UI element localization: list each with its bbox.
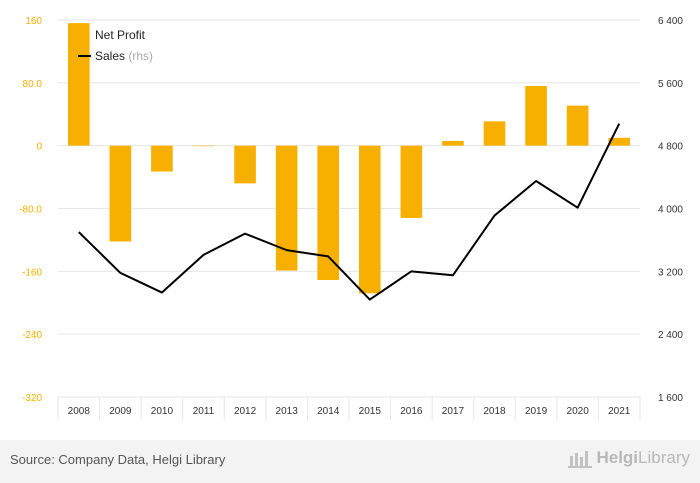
x-tick-label: 2021 — [608, 406, 631, 417]
right-tick-label: 3 200 — [658, 267, 683, 278]
bar — [566, 105, 589, 146]
x-tick-label: 2020 — [567, 406, 590, 417]
bar — [483, 121, 506, 146]
legend-label: Sales (rhs) — [95, 49, 153, 63]
left-tick-label: 160 — [25, 16, 42, 27]
bar — [608, 137, 631, 146]
line-series — [78, 123, 621, 301]
x-tick-label: 2018 — [483, 406, 506, 417]
x-tick-label: 2008 — [68, 406, 91, 417]
x-tick-label: 2016 — [400, 406, 423, 417]
right-tick-label: 2 400 — [658, 330, 683, 341]
bar — [151, 145, 173, 172]
bar — [109, 145, 132, 242]
legend-label: Net Profit — [95, 28, 146, 42]
left-tick-label: -160 — [22, 267, 42, 278]
bar — [317, 145, 340, 280]
x-tick-label: 2012 — [234, 406, 257, 417]
x-tick-label: 2015 — [359, 406, 382, 417]
x-tick-label: 2011 — [193, 406, 215, 417]
x-tick-label: 2010 — [151, 406, 174, 417]
bar — [400, 145, 423, 218]
x-tick-label: 2014 — [317, 406, 340, 417]
legend-swatch-bar — [80, 30, 89, 39]
sales-line — [78, 123, 621, 301]
x-tick-label: 2017 — [442, 406, 465, 417]
right-tick-label: 4 800 — [658, 142, 683, 153]
bar — [525, 85, 547, 146]
combo-chart: 160 6 400 80.0 5 600 0 4 800 -80.0 4 000 -160 3 2… — [19, 16, 683, 420]
left-tick-label: 0 — [36, 142, 42, 153]
right-tick-label: 5 600 — [658, 79, 683, 90]
library-icon — [568, 451, 593, 468]
bar — [192, 145, 215, 147]
bar — [442, 140, 464, 146]
source-text: Source: Company Data, Helgi Library — [10, 452, 226, 467]
legend-label-suffix: (rhs) — [128, 49, 153, 63]
x-tick-label: 2009 — [109, 406, 132, 417]
x-tick-label: 2019 — [525, 406, 548, 417]
right-tick-label: 6 400 — [658, 16, 683, 27]
x-tick-label: 2013 — [276, 406, 299, 417]
axes: 160 6 400 80.0 5 600 0 4 800 -80.0 4 000 -160 3 2… — [19, 16, 683, 417]
bar — [234, 145, 256, 184]
brand-name-bold: Helgi — [596, 448, 639, 467]
left-tick-label: -80.0 — [19, 205, 42, 216]
right-tick-label: 1 600 — [658, 393, 683, 404]
left-tick-label: -240 — [22, 330, 42, 341]
brand-name-light: Library — [638, 448, 690, 467]
right-tick-label: 4 000 — [658, 205, 683, 216]
bar — [275, 145, 298, 271]
legend: Net Profit Sales (rhs) — [78, 28, 153, 63]
brand-logo[interactable]: Helgi Library — [568, 448, 690, 468]
footer: Source: Company Data, Helgi Library Helg… — [0, 440, 700, 483]
bar — [67, 23, 90, 146]
grid-lines — [57, 19, 641, 420]
bar — [358, 145, 381, 294]
left-tick-label: -320 — [22, 393, 42, 404]
bar-series — [67, 23, 631, 294]
left-tick-label: 80.0 — [23, 79, 43, 90]
